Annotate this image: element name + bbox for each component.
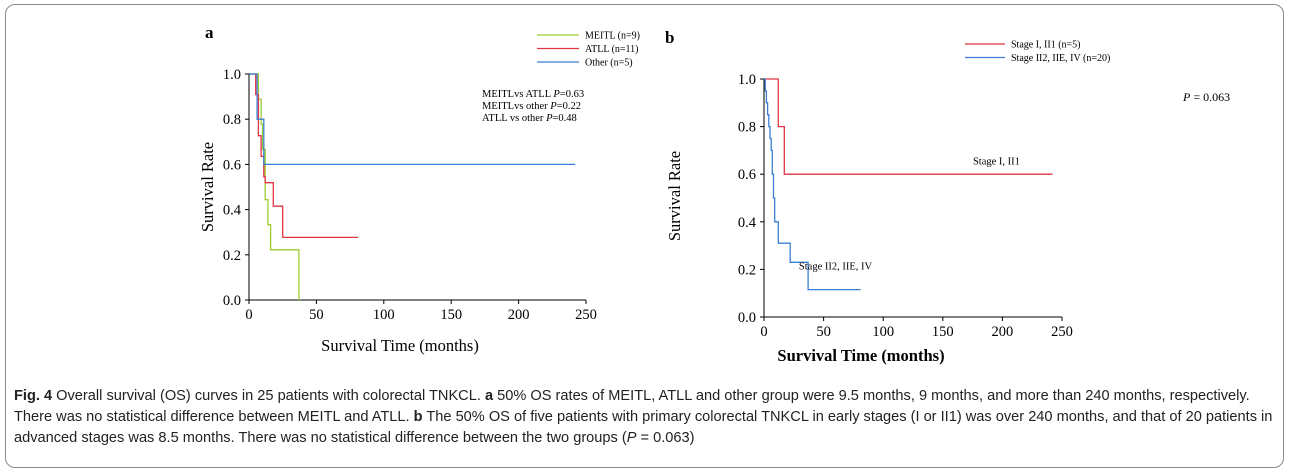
y-tick-label: 0.6 bbox=[738, 167, 756, 183]
y-tick-label: 1.0 bbox=[223, 67, 241, 83]
y-tick-label: 0.2 bbox=[223, 248, 241, 264]
x-tick-label: 0 bbox=[245, 307, 252, 323]
x-tick-label: 150 bbox=[440, 307, 462, 323]
chart-b-pvalue: P = 0.063 bbox=[1182, 90, 1230, 104]
caption-b-text: The 50% OS of five patients with primary… bbox=[14, 409, 1273, 446]
series-line-3 bbox=[249, 73, 576, 166]
series-line-1 bbox=[764, 78, 1053, 175]
chart-b-curve-labels: Stage I, II1 Stage II2, IIE, IV bbox=[799, 157, 1020, 273]
legend-label-2: Stage II2, IIE, IV (n=20) bbox=[1011, 53, 1110, 64]
caption-fig-label: Fig. 4 bbox=[14, 388, 53, 404]
chart-b-legend: Stage I, II1 (n=5) Stage II2, IIE, IV (n=… bbox=[965, 40, 1110, 64]
panel-label-b: b bbox=[665, 28, 674, 47]
chart-b-xlabel: Survival Time (months) bbox=[777, 346, 944, 365]
chart-a-pvalues: MEITLvs ATLL P=0.63 MEITLvs other P=0.22… bbox=[482, 89, 584, 124]
caption-a-text: 50% OS rates of MEITL, ATLL and other gr… bbox=[14, 388, 1250, 425]
y-tick-label: 0.6 bbox=[223, 157, 241, 173]
y-tick-label: 1.0 bbox=[738, 72, 756, 88]
caption-intro: Overall survival (OS) curves in 25 patie… bbox=[52, 388, 485, 404]
caption-p-text: = 0.063) bbox=[636, 430, 695, 446]
legend-label-1: MEITL (n=9) bbox=[585, 31, 640, 42]
pvalue-line-3: ATLL vs other P=0.48 bbox=[482, 113, 577, 124]
x-tick-label: 0 bbox=[760, 324, 767, 340]
chart-a-ylabel: Survival Rate bbox=[198, 142, 217, 232]
chart-a-axes: 0 50 100 150 200 250 0.0 0.2 0.4 0.6 0.8 1.0 bbox=[223, 67, 597, 323]
chart-panel-a: a 0 50 100 150 200 250 0.0 0.2 0.4 0.6 0.8 1.0 Surv… bbox=[198, 23, 640, 355]
y-tick-label: 0.8 bbox=[738, 120, 756, 136]
x-tick-label: 100 bbox=[373, 307, 395, 323]
series-line-2 bbox=[764, 78, 861, 291]
y-tick-label: 0.8 bbox=[223, 112, 241, 128]
chart-a-legend: MEITL (n=9) ATLL (n=11) Other (n=5) bbox=[537, 31, 640, 69]
y-tick-label: 0.2 bbox=[738, 262, 756, 278]
x-tick-label: 250 bbox=[1051, 324, 1073, 340]
caption-a-label: a bbox=[484, 388, 494, 404]
x-tick-label: 150 bbox=[932, 324, 954, 340]
legend-label-1: Stage I, II1 (n=5) bbox=[1011, 40, 1081, 51]
x-tick-label: 50 bbox=[816, 324, 831, 340]
series-line-1 bbox=[249, 73, 300, 300]
chart-a-xlabel: Survival Time (months) bbox=[321, 336, 479, 355]
curve-label-1: Stage I, II1 bbox=[973, 157, 1020, 168]
caption-b-label: b bbox=[413, 409, 423, 425]
x-tick-label: 50 bbox=[309, 307, 324, 323]
pvalue-line-2: MEITLvs other P=0.22 bbox=[482, 101, 581, 112]
y-tick-label: 0.0 bbox=[738, 310, 756, 326]
caption-p-label: P bbox=[626, 430, 637, 446]
legend-label-3: Other (n=5) bbox=[585, 58, 633, 69]
chart-a-series bbox=[249, 73, 576, 300]
y-tick-label: 0.4 bbox=[223, 203, 242, 219]
chart-b-series bbox=[764, 78, 1053, 291]
figure-caption: Fig. 4 Overall survival (OS) curves in 2… bbox=[14, 386, 1276, 449]
x-tick-label: 200 bbox=[992, 324, 1014, 340]
chart-panel-b: b 0 50 100 150 200 250 0.0 0.2 0.4 0.6 0.8 1.0 Stag… bbox=[665, 28, 1230, 365]
x-tick-label: 100 bbox=[872, 324, 894, 340]
y-tick-label: 0.0 bbox=[223, 293, 241, 309]
y-tick-label: 0.4 bbox=[738, 215, 757, 231]
pvalue-line-1: MEITLvs ATLL P=0.63 bbox=[482, 89, 584, 100]
x-tick-label: 250 bbox=[575, 307, 597, 323]
figure-frame bbox=[5, 4, 1284, 468]
chart-b-axes: 0 50 100 150 200 250 0.0 0.2 0.4 0.6 0.8 1.0 bbox=[738, 72, 1073, 340]
x-tick-label: 200 bbox=[508, 307, 530, 323]
panel-label-a: a bbox=[205, 23, 214, 42]
curve-label-2: Stage II2, IIE, IV bbox=[799, 261, 873, 272]
legend-label-2: ATLL (n=11) bbox=[585, 44, 639, 55]
chart-b-ylabel: Survival Rate bbox=[665, 151, 684, 241]
